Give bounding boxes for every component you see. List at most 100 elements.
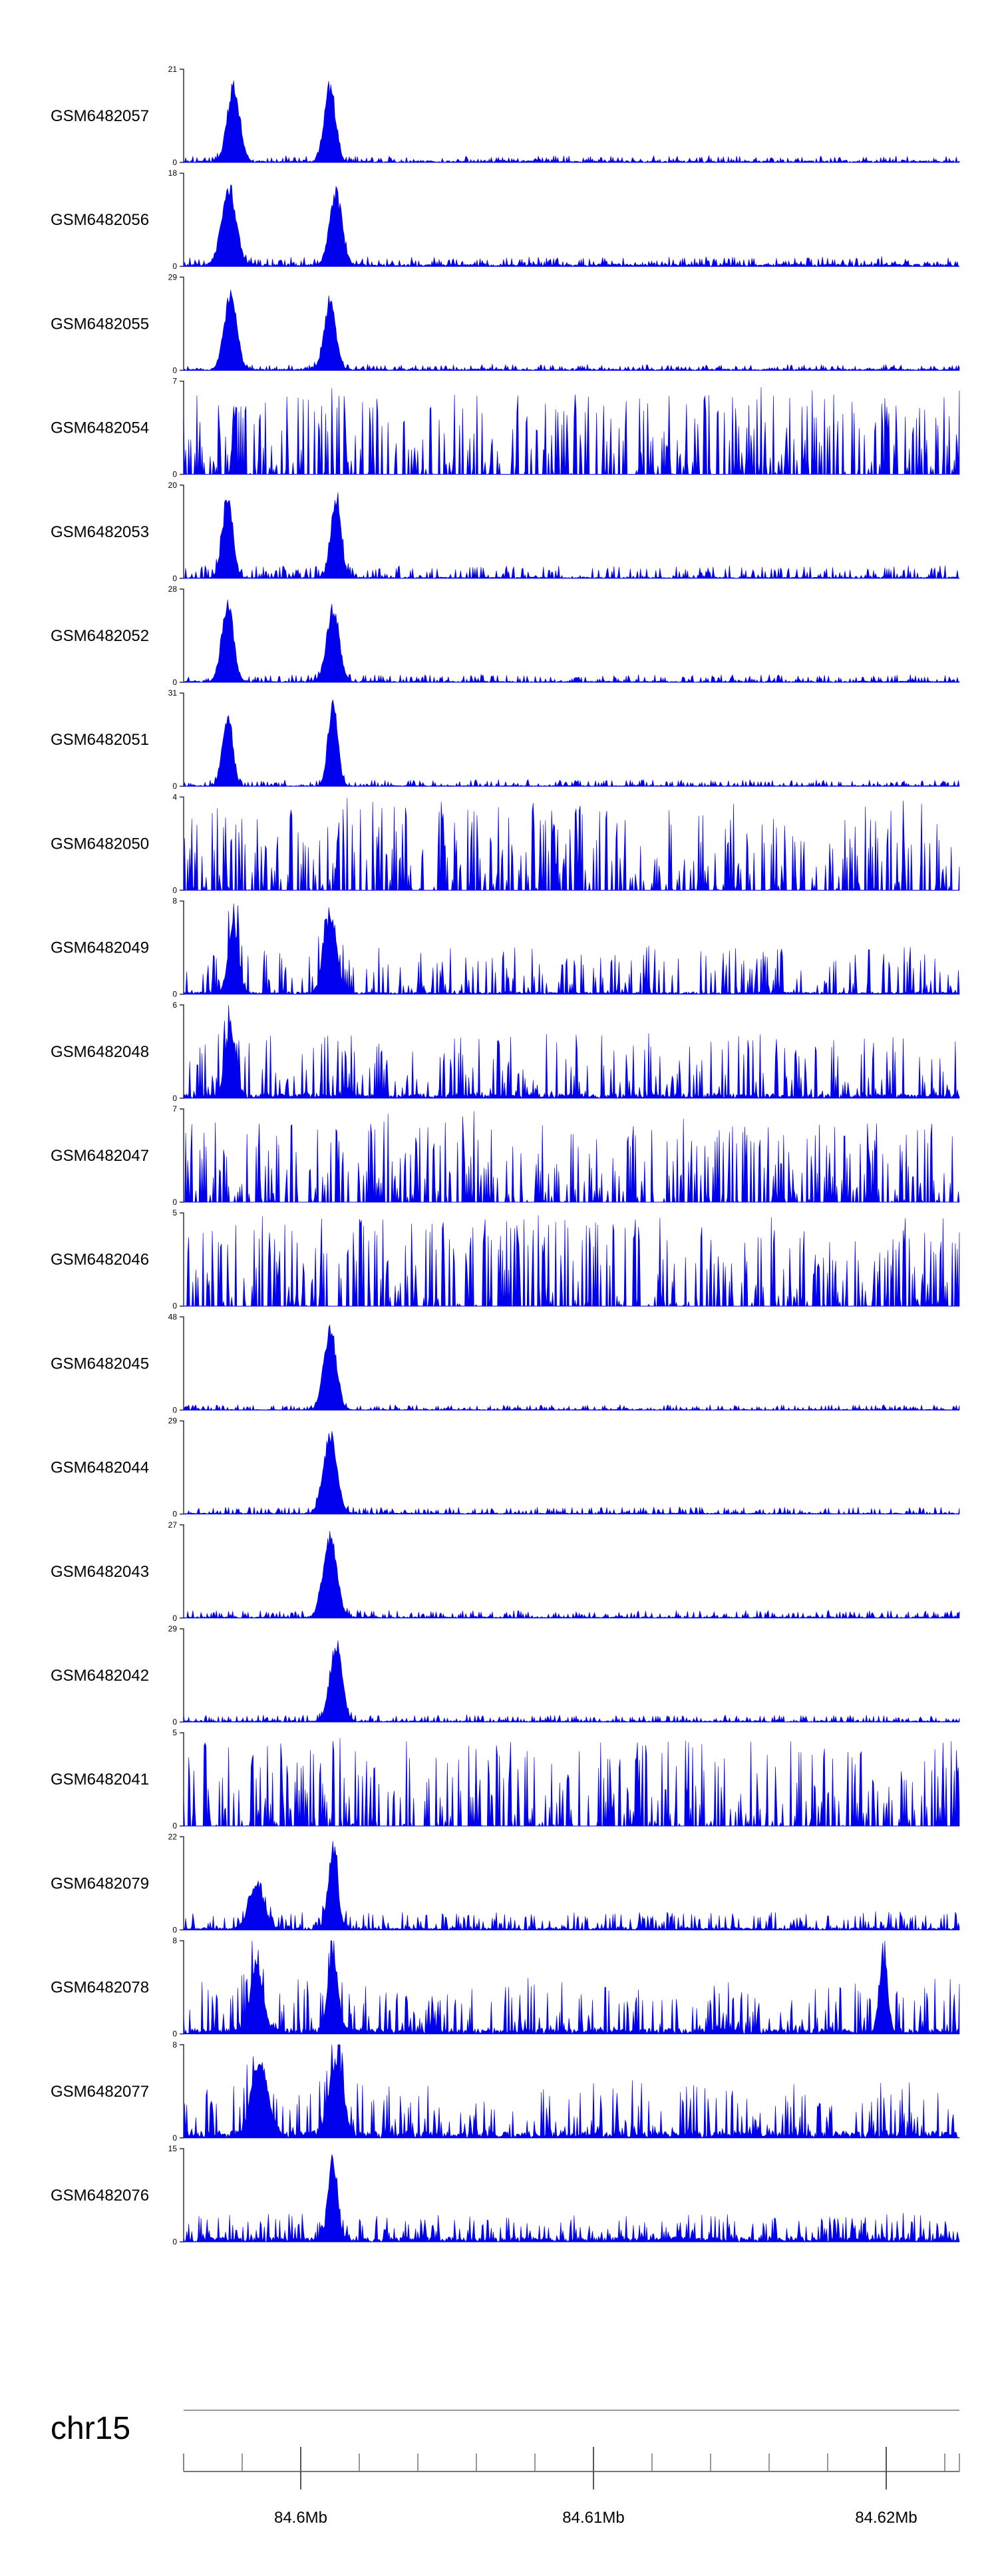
track-GSM6482046: GSM6482046 5 0 — [51, 1208, 960, 1311]
y-max-label: 8 — [172, 897, 177, 906]
coverage-area — [183, 1431, 960, 1515]
y-min-label: 0 — [172, 1821, 177, 1830]
track-GSM6482043: GSM6482043 27 0 — [51, 1520, 960, 1623]
y-min-label: 0 — [172, 678, 177, 687]
y-axis — [180, 588, 184, 683]
coverage-area — [183, 387, 960, 475]
y-max-label: 48 — [168, 1312, 178, 1321]
y-axis — [180, 1316, 184, 1411]
coverage-area — [183, 1940, 960, 2035]
track-label: GSM6482042 — [51, 1667, 149, 1685]
y-axis — [180, 2044, 184, 2139]
track-GSM6482041: GSM6482041 5 0 — [51, 1728, 960, 1830]
coverage-area — [184, 1111, 960, 1203]
coverage-area — [183, 903, 960, 995]
track-GSM6482056: GSM6482056 18 0 — [51, 168, 960, 271]
y-axis — [180, 796, 184, 891]
coverage-area — [183, 2154, 960, 2243]
track-GSM6482053: GSM6482053 20 0 — [51, 481, 960, 583]
coverage-area — [183, 2044, 960, 2139]
track-label: GSM6482054 — [51, 419, 149, 437]
track-label: GSM6482076 — [51, 2187, 149, 2205]
track-label: GSM6482044 — [51, 1459, 149, 1477]
track-label: GSM6482041 — [51, 1771, 149, 1789]
y-axis — [180, 380, 184, 475]
y-max-label: 15 — [168, 2144, 178, 2153]
minor-ticks — [183, 2454, 960, 2471]
y-min-label: 0 — [172, 1301, 177, 1311]
y-min-label: 0 — [172, 1925, 177, 1934]
coverage-area — [183, 1840, 960, 1931]
track-label: GSM6482048 — [51, 1043, 149, 1061]
y-axis — [180, 1108, 184, 1203]
track-GSM6482079: GSM6482079 22 0 — [51, 1832, 960, 1934]
coverage-tracks: GSM6482057210GSM6482056180GSM6482055290G… — [51, 65, 960, 2247]
y-max-label: 8 — [172, 1936, 177, 1946]
coverage-area — [183, 599, 960, 684]
y-max-label: 5 — [172, 1208, 177, 1217]
y-min-label: 0 — [172, 2030, 177, 2039]
y-max-label: 27 — [168, 1520, 178, 1530]
y-max-label: 6 — [172, 1000, 177, 1010]
y-min-label: 0 — [172, 781, 177, 791]
y-min-label: 0 — [172, 1405, 177, 1414]
position-label: 84.62Mb — [855, 2509, 917, 2527]
coverage-area — [183, 1738, 960, 1827]
track-GSM6482077: GSM6482077 8 0 — [51, 2040, 960, 2143]
y-max-label: 7 — [172, 377, 177, 386]
coverage-area — [184, 1215, 960, 1307]
coverage-area — [183, 184, 960, 268]
y-axis — [180, 172, 184, 267]
y-min-label: 0 — [172, 1717, 177, 1727]
coverage-area — [183, 797, 960, 891]
y-min-label: 0 — [172, 158, 177, 167]
position-label: 84.6Mb — [274, 2509, 327, 2527]
track-GSM6482054: GSM6482054 7 0 — [51, 377, 960, 479]
y-min-label: 0 — [172, 885, 177, 895]
y-max-label: 4 — [172, 792, 177, 801]
y-max-label: 18 — [168, 168, 178, 178]
y-min-label: 0 — [172, 990, 177, 999]
y-min-label: 0 — [172, 1510, 177, 1519]
track-GSM6482055: GSM6482055 29 0 — [51, 272, 960, 375]
y-min-label: 0 — [172, 1197, 177, 1207]
y-axis — [180, 276, 184, 371]
track-label: GSM6482077 — [51, 2083, 149, 2101]
y-max-label: 20 — [168, 481, 178, 490]
y-min-label: 0 — [172, 1613, 177, 1623]
y-axis — [180, 1628, 184, 1723]
track-GSM6482051: GSM6482051 31 0 — [51, 688, 960, 791]
y-axis — [180, 1004, 184, 1099]
y-axis — [180, 1732, 184, 1826]
y-min-label: 0 — [172, 365, 177, 375]
track-label: GSM6482053 — [51, 523, 149, 541]
chromosome-label: chr15 — [51, 2411, 130, 2446]
track-GSM6482049: GSM6482049 8 0 — [51, 897, 960, 999]
y-axis — [180, 1420, 184, 1515]
coverage-area — [183, 700, 960, 787]
track-label: GSM6482055 — [51, 315, 149, 333]
track-label: GSM6482078 — [51, 1979, 149, 1997]
track-label: GSM6482043 — [51, 1563, 149, 1581]
track-label: GSM6482056 — [51, 211, 149, 229]
y-min-label: 0 — [172, 2237, 177, 2247]
track-GSM6482078: GSM6482078 8 0 — [51, 1936, 960, 2039]
y-max-label: 7 — [172, 1104, 177, 1114]
y-max-label: 29 — [168, 272, 178, 282]
y-min-label: 0 — [172, 574, 177, 583]
y-axis — [180, 1212, 184, 1307]
y-axis — [180, 692, 184, 787]
y-max-label: 31 — [168, 688, 178, 698]
track-GSM6482076: GSM6482076 15 0 — [51, 2144, 960, 2247]
track-GSM6482050: GSM6482050 4 0 — [51, 792, 960, 895]
y-max-label: 22 — [168, 1832, 178, 1841]
track-label: GSM6482045 — [51, 1355, 149, 1373]
chromosome-axis: chr15 84.6Mb 84.61Mb 84.62Mb — [51, 2410, 960, 2527]
y-max-label: 21 — [168, 65, 178, 74]
track-GSM6482047: GSM6482047 7 0 — [51, 1104, 960, 1207]
y-max-label: 29 — [168, 1624, 178, 1633]
track-GSM6482045: GSM6482045 48 0 — [51, 1312, 960, 1414]
y-axis — [180, 900, 184, 995]
track-GSM6482057: GSM6482057 21 0 — [51, 65, 960, 167]
